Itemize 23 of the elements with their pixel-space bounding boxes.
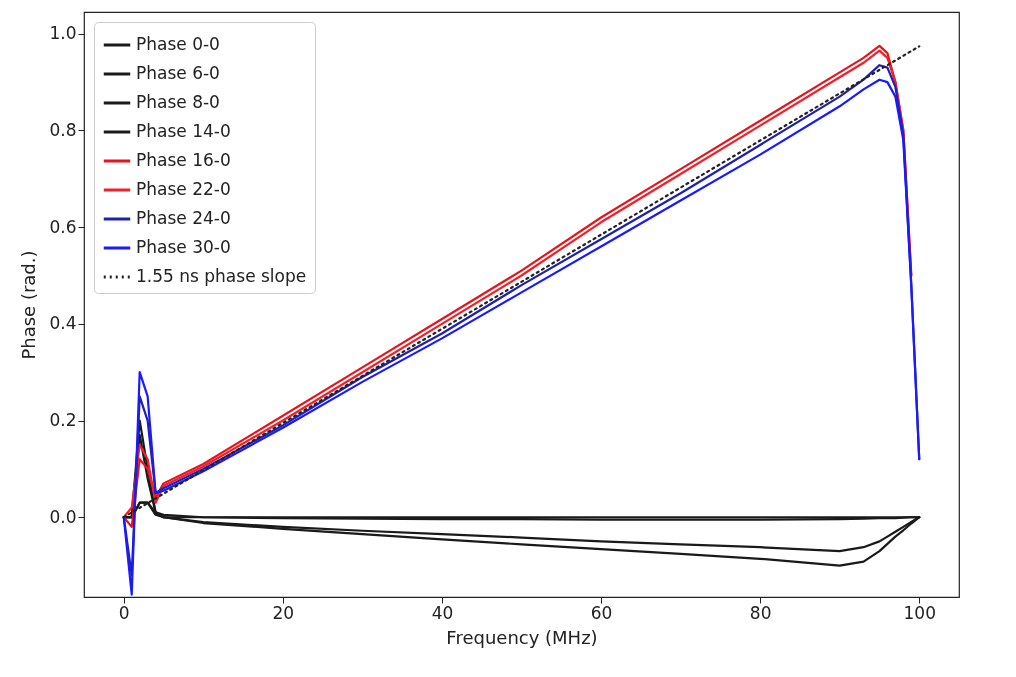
legend-label: Phase 8-0 [136, 92, 220, 112]
legend-label: 1.55 ns phase slope [136, 266, 307, 286]
legend-label: Phase 30-0 [136, 237, 231, 257]
y-tick-label: 0.6 [49, 216, 77, 237]
y-tick-label: 0.4 [49, 313, 77, 334]
y-axis-title: Phase (rad.) [18, 250, 40, 360]
legend-label: Phase 14-0 [136, 121, 231, 141]
x-axis-title: Frequency (MHz) [446, 626, 598, 648]
x-tick-label: 100 [903, 602, 936, 623]
legend-label: Phase 24-0 [136, 208, 231, 228]
x-tick-label: 60 [590, 602, 613, 623]
y-tick-label: 0.8 [49, 119, 77, 140]
legend-label: Phase 16-0 [136, 150, 231, 170]
legend-label: Phase 22-0 [136, 179, 231, 199]
legend-label: Phase 6-0 [136, 63, 220, 83]
x-tick-label: 80 [749, 602, 772, 623]
y-tick-label: 0.0 [49, 506, 77, 527]
y-tick-label: 1.0 [49, 23, 77, 44]
x-tick-label: 0 [118, 602, 130, 623]
legend-label: Phase 0-0 [136, 34, 220, 54]
x-tick-label: 40 [431, 602, 454, 623]
x-tick-label: 20 [272, 602, 295, 623]
y-tick-label: 0.2 [49, 410, 77, 431]
